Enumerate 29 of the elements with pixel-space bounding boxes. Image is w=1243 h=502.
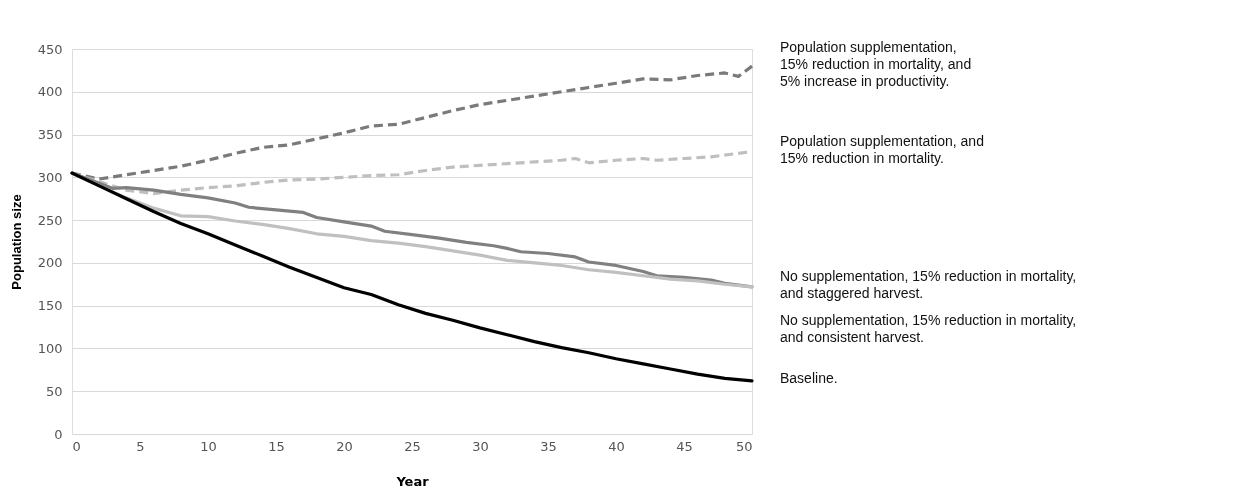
y-axis-title: Population size: [8, 194, 24, 290]
text: No supplementation, 15% reduction in mortality, and staggered harvest.: [780, 267, 1077, 301]
x-tick-label: 35: [540, 438, 557, 454]
y-tick-label: 50: [45, 383, 63, 399]
x-tick-label: 0: [72, 438, 81, 454]
y-tick-label: 150: [37, 298, 63, 314]
x-tick-label: 15: [268, 438, 285, 454]
text: Baseline.: [780, 370, 838, 387]
x-tick-label: 20: [336, 438, 353, 454]
x-axis-title: Year: [395, 473, 430, 489]
x-tick-label: 10: [200, 438, 217, 454]
x-tick-label: 40: [608, 438, 625, 454]
x-tick-label: 5: [136, 438, 145, 454]
y-tick-label: 200: [37, 255, 63, 271]
x-tick-label: 30: [472, 438, 489, 454]
y-tick-label: 0: [54, 426, 63, 442]
x-tick-label: 50: [735, 438, 753, 454]
y-tick-label: 400: [37, 84, 63, 100]
text: No supplementation, 15% reduction in mortality, and consistent harvest.: [780, 311, 1077, 345]
x-tick-label: 25: [404, 438, 421, 454]
x-tick-label: 45: [676, 438, 693, 454]
y-tick-label: 250: [37, 212, 63, 228]
line-series: [70, 171, 754, 383]
y-tick-label: 450: [37, 41, 63, 57]
y-tick-label: 100: [37, 340, 63, 356]
text: Population supplementation, 15% reduction in mortality, and 5% increase in productivity.: [780, 38, 972, 89]
text: Population supplementation, and 15% reduction in mortality.: [780, 132, 984, 166]
y-tick-label: 300: [37, 169, 63, 185]
y-tick-label: 350: [37, 127, 63, 143]
